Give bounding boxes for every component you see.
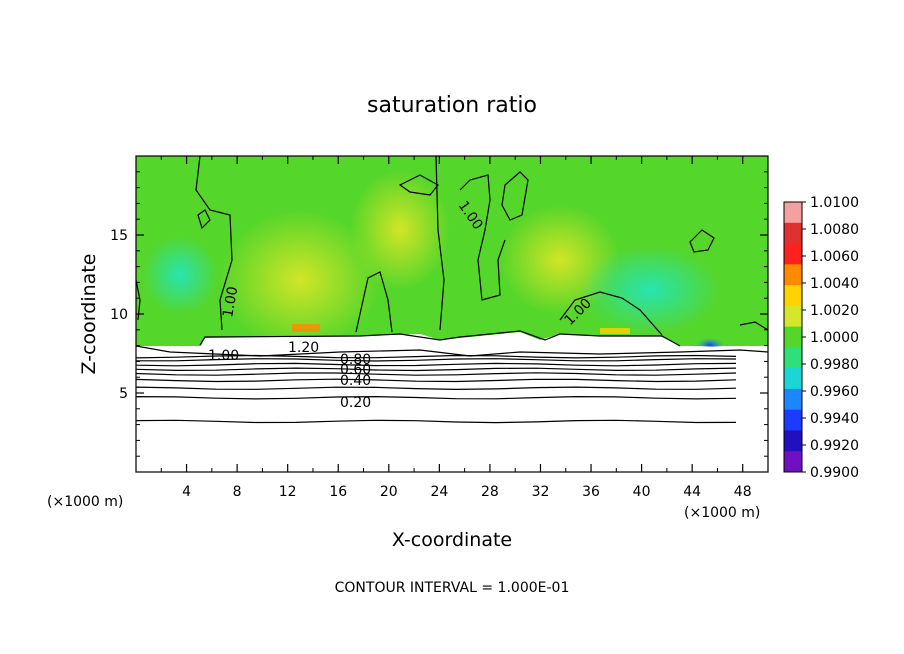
colorbar-segment [784, 202, 802, 224]
contour-line [689, 229, 715, 253]
contour-label: 0.20 [340, 395, 371, 411]
x-axis-unit: (×1000 m) [684, 505, 760, 521]
colorbar-segment [784, 305, 802, 328]
x-axis-label: X-coordinate [392, 529, 512, 551]
x-tick-label: 44 [683, 484, 701, 500]
field-blob [600, 328, 630, 334]
contour-line [355, 271, 393, 333]
contour-line [435, 156, 445, 331]
colorbar-segment [784, 243, 802, 265]
x-axis: 4 8 12 16 20 24 28 32 36 40 44 48 [160, 156, 752, 500]
colorbar-tick-label: 0.9920 [810, 438, 859, 454]
colorbar-segment [784, 326, 802, 348]
colorbar-tick-label: 1.0000 [810, 330, 859, 346]
field-blob [580, 245, 720, 335]
colorbar-segment [784, 388, 802, 411]
x-tick-label: 16 [329, 484, 347, 500]
colorbar-segment [784, 368, 802, 390]
contour-label: 1.00 [208, 348, 239, 364]
contour-line [136, 358, 737, 362]
contour-label: 1.20 [288, 340, 319, 356]
field-blob [220, 210, 380, 350]
y-tick-label: 5 [119, 386, 128, 402]
contour-label: 0.80 [340, 352, 371, 368]
colorbar-segment [784, 451, 802, 473]
contour-interval-note: CONTOUR INTERVAL = 1.000E-01 [335, 580, 570, 596]
contour-line [398, 174, 439, 196]
contour-label: 0.40 [340, 373, 371, 389]
y-tick-label: 15 [110, 228, 128, 244]
colorbar-tick-label: 1.0080 [810, 222, 859, 238]
contour-line [136, 367, 737, 372]
contour-line [136, 419, 737, 424]
heatmap-field [136, 156, 768, 472]
colorbar-tick-label: 0.9900 [810, 465, 859, 481]
colorbar-segment [784, 285, 802, 307]
contour-line [459, 174, 506, 301]
contour-line [136, 362, 737, 367]
field-blob [142, 235, 218, 315]
contour-lines [136, 156, 768, 424]
x-tick-label: 36 [582, 484, 600, 500]
contour-line [136, 345, 768, 357]
colorbar-tick-label: 0.9960 [810, 384, 859, 400]
field-blob [292, 324, 320, 332]
y-axis: 5 10 15 [110, 171, 768, 457]
contour-label: 1.00 [220, 285, 241, 318]
contour-line [501, 171, 529, 221]
contour-line [197, 209, 211, 230]
colorbar-segment [784, 409, 802, 431]
contour-line [136, 372, 737, 376]
x-tick-label: 12 [279, 484, 297, 500]
contour-line [136, 386, 737, 391]
colorbar-segment [784, 347, 802, 369]
contour-line [739, 321, 768, 331]
colorbar: 1.0100 1.0080 1.0060 1.0040 1.0020 1.0000 0.99… [783, 195, 859, 481]
colorbar-segment [784, 264, 802, 286]
colorbar-tick-label: 1.0060 [810, 249, 859, 265]
x-tick-label: 8 [233, 484, 242, 500]
x-tick-label: 48 [734, 484, 752, 500]
contour-line [195, 156, 233, 331]
x-tick-label: 40 [633, 484, 651, 500]
y-axis-unit: (×1000 m) [47, 494, 123, 510]
x-tick-label: 24 [430, 484, 448, 500]
colorbar-tick-label: 1.0040 [810, 276, 859, 292]
contour-line [136, 395, 737, 400]
colorbar-tick-label: 1.0020 [810, 303, 859, 319]
colorbar-segment [784, 430, 802, 452]
y-tick-label: 10 [110, 307, 128, 323]
contour-label: 0.60 [340, 362, 371, 378]
x-tick-label: 28 [481, 484, 499, 500]
colorbar-tick-label: 0.9980 [810, 357, 859, 373]
field-blob [350, 170, 450, 290]
x-tick-label: 4 [182, 484, 191, 500]
contour-line [136, 279, 141, 321]
chart-title: saturation ratio [367, 93, 537, 118]
field-blank [136, 332, 768, 472]
colorbar-tick-label: 0.9940 [810, 411, 859, 427]
contour-line [136, 378, 737, 383]
colorbar-tick-label: 1.0100 [810, 195, 859, 211]
contour-line [136, 354, 737, 359]
x-tick-label: 32 [532, 484, 550, 500]
contour-line [199, 330, 681, 347]
x-tick-label: 20 [380, 484, 398, 500]
y-axis-label: Z-coordinate [78, 254, 100, 375]
colorbar-segment [784, 222, 802, 245]
contour-line [559, 291, 663, 336]
